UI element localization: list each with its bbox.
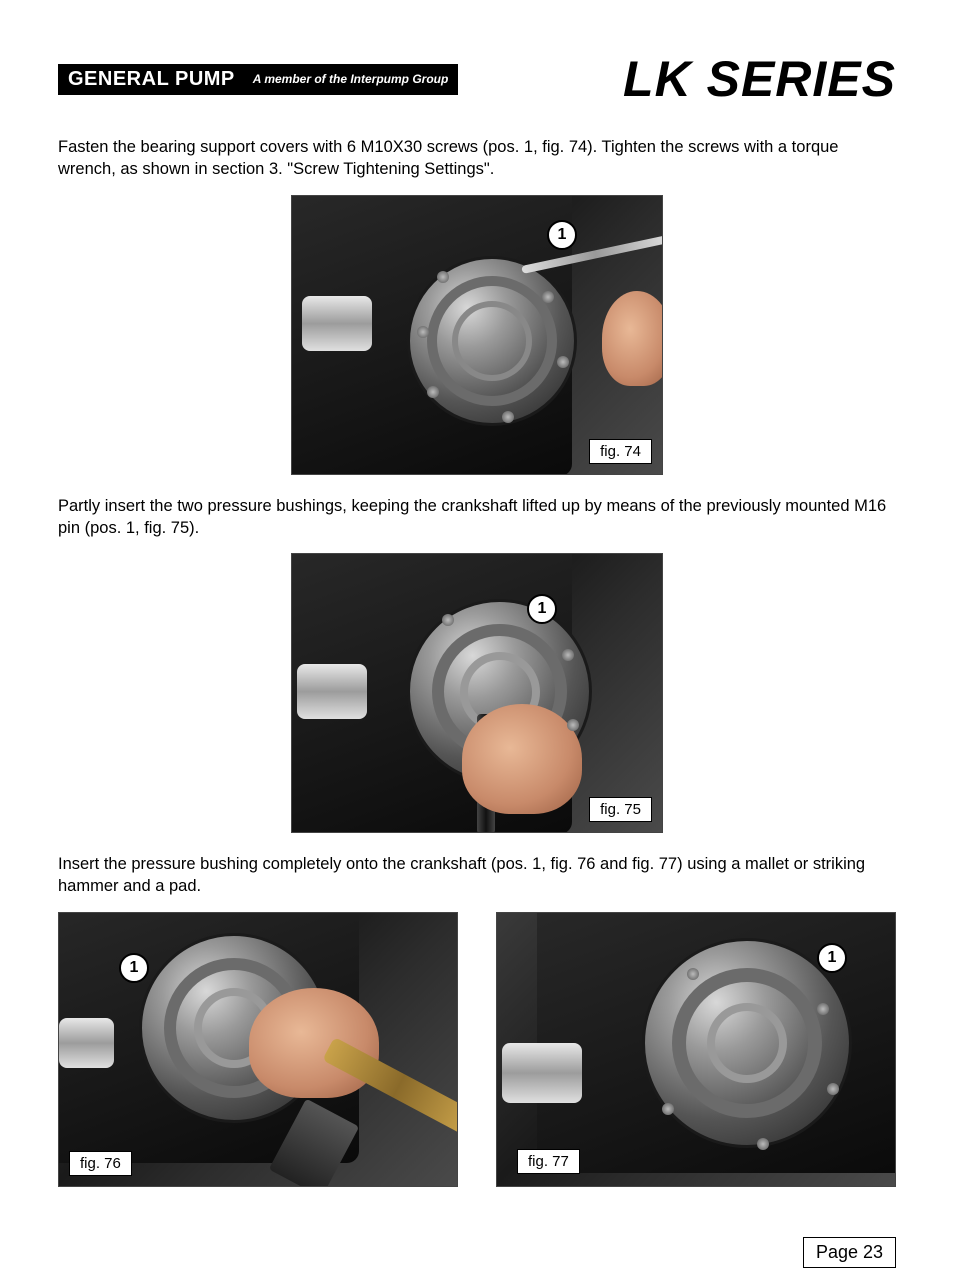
series-title: LK SERIES [623, 50, 896, 108]
figure-75-callout: 1 [527, 594, 557, 624]
page-number: Page 23 [803, 1237, 896, 1268]
figure-76: 1 fig. 76 [58, 912, 458, 1187]
brand-block: GENERAL PUMP A member of the Interpump G… [58, 64, 458, 95]
figure-75: 1 fig. 75 [291, 553, 663, 833]
figure-76-label: fig. 76 [69, 1151, 132, 1176]
paragraph-1: Fasten the bearing support covers with 6… [58, 136, 896, 181]
paragraph-3: Insert the pressure bushing completely o… [58, 853, 896, 898]
figure-77: 1 fig. 77 [496, 912, 896, 1187]
page-header: GENERAL PUMP A member of the Interpump G… [58, 50, 896, 108]
figure-76-77-row: 1 fig. 76 1 fig. 77 [58, 912, 896, 1187]
brand-tagline: A member of the Interpump Group [253, 72, 449, 86]
figure-74-label: fig. 74 [589, 439, 652, 464]
paragraph-2: Partly insert the two pressure bushings,… [58, 495, 896, 540]
figure-75-label: fig. 75 [589, 797, 652, 822]
figure-74: 1 fig. 74 [291, 195, 663, 475]
brand-name: GENERAL PUMP [68, 68, 235, 91]
figure-74-wrap: 1 fig. 74 [58, 195, 896, 475]
figure-75-wrap: 1 fig. 75 [58, 553, 896, 833]
figure-76-callout: 1 [119, 953, 149, 983]
figure-77-callout: 1 [817, 943, 847, 973]
figure-77-label: fig. 77 [517, 1149, 580, 1174]
figure-74-callout: 1 [547, 220, 577, 250]
